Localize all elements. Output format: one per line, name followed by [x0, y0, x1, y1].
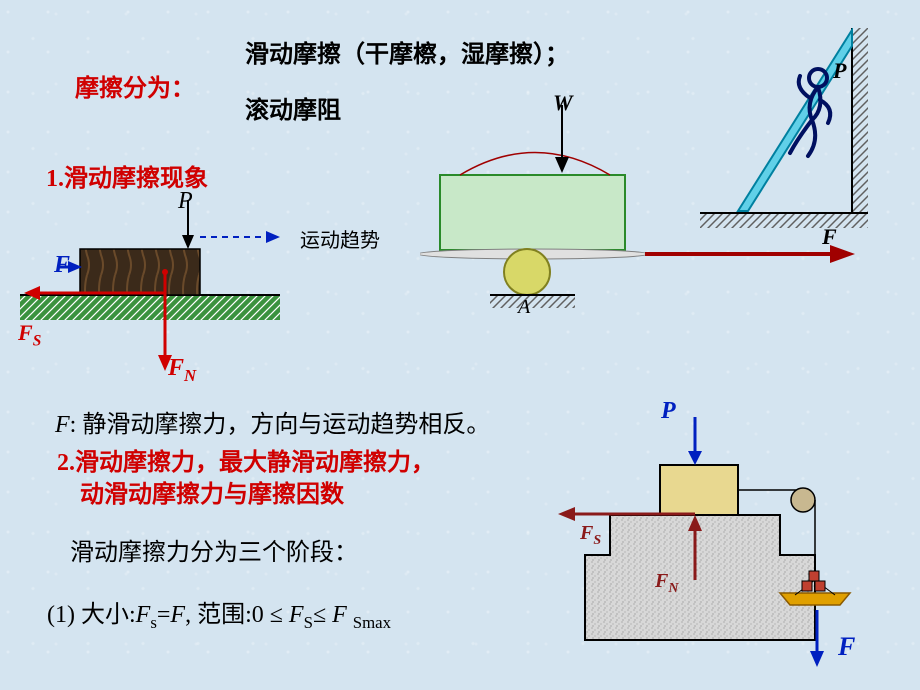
label-F-block: F — [54, 252, 70, 279]
label-Fn-block: FN — [168, 355, 196, 386]
label-Fs-block: FS — [18, 320, 41, 350]
formula1: (1) 大小:Fs=F, 范围:0 ≤ FS≤ F Smax — [47, 594, 391, 633]
section2-line2: 动滑动摩擦力与摩擦因数 — [80, 474, 344, 509]
header-line2: 滚动摩阻 — [245, 90, 341, 125]
label-P-block: P — [178, 188, 193, 215]
label-F-pulley: F — [838, 632, 855, 662]
label-A: A — [518, 296, 530, 319]
label-P-ladder: P — [833, 58, 846, 84]
label-W: W — [553, 90, 573, 116]
label-Fs-pulley: FS — [580, 522, 601, 549]
label-F-ladder: F — [822, 224, 837, 250]
label-Fn-pulley: FN — [655, 570, 678, 597]
phases-text: 滑动摩擦力分为三个阶段： — [70, 532, 358, 567]
diagram-ladder — [700, 28, 900, 248]
header-intro: 摩擦分为： — [75, 68, 195, 103]
header-line1: 滑动摩擦（干摩檫，湿摩擦）； — [245, 34, 569, 69]
motion-trend-label: 运动趋势 — [300, 224, 380, 253]
f-explain: F: 静滑动摩擦力，方向与运动趋势相反。 — [55, 404, 490, 439]
diagram-block — [10, 175, 300, 390]
label-P-pulley: P — [661, 398, 676, 425]
section2-line1: 2.滑动摩擦力，最大静滑动摩擦力， — [57, 442, 435, 477]
